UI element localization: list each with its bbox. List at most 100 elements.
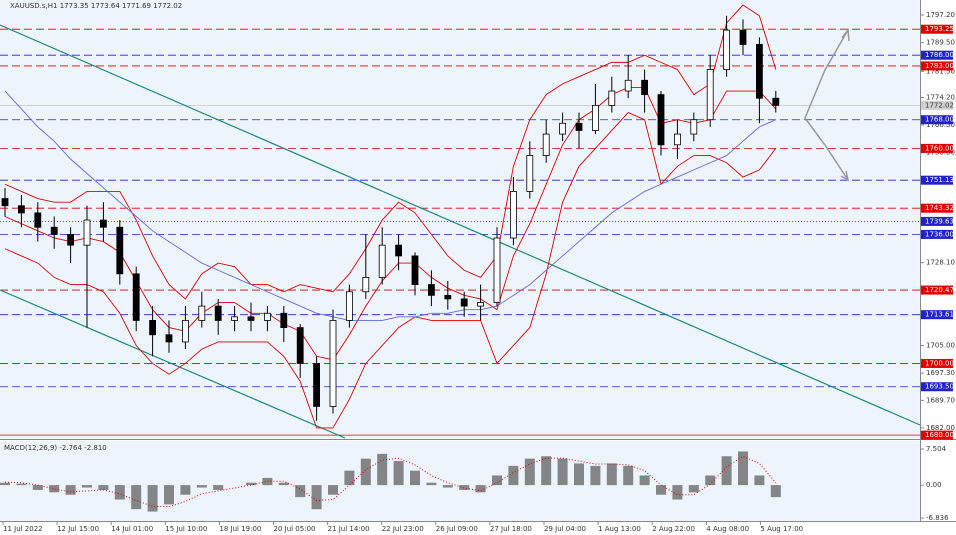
macd-bar [131, 485, 142, 510]
price-label-box [921, 100, 953, 110]
macd-bar [180, 485, 191, 495]
macd-bar [606, 463, 617, 486]
macd-bar [98, 485, 109, 490]
y-tick-label: 1789.50 [926, 39, 955, 47]
candle-body [427, 284, 435, 296]
y-tick-label: 1766.50 [926, 121, 955, 129]
candle-body [50, 226, 58, 235]
level-label-box [921, 175, 953, 185]
macd-bar [393, 461, 404, 486]
y-tick-label: 1728.10 [926, 259, 955, 267]
candle-body [329, 320, 337, 407]
candle-body [739, 29, 747, 45]
candle-body [509, 191, 517, 239]
level-label-box [921, 115, 953, 125]
macd-bar [639, 475, 650, 486]
macd-bar [492, 475, 502, 486]
x-tick-label: 1 Aug 13:00 [598, 525, 641, 533]
candle-body [296, 327, 304, 364]
x-tick-label: 29 Jul 04:00 [544, 525, 586, 533]
arrow-head [840, 170, 850, 182]
macd-bar [590, 465, 601, 486]
macd-bar [49, 485, 60, 493]
macd-bar [426, 482, 437, 486]
level-label: 1720.47 [925, 286, 954, 294]
macd-bar [65, 485, 76, 495]
macd-bar [328, 485, 338, 495]
candle-body [493, 237, 501, 303]
x-tick-label: 22 Jul 23:00 [382, 525, 424, 533]
price-pane [0, 0, 920, 438]
trend-line [0, 24, 921, 426]
candle-body [378, 244, 386, 278]
candle-body [674, 133, 681, 146]
candle-body [624, 79, 632, 92]
x-tick-label: 5 Aug 17:00 [760, 525, 803, 533]
x-tick-label: 14 Jul 01:00 [111, 525, 153, 533]
macd-bar [262, 477, 273, 486]
y-tick-label: 1781.50 [926, 67, 955, 75]
x-tick-label: 18 Jul 19:00 [219, 525, 261, 533]
candle-body [756, 44, 763, 99]
macd-bar [0, 482, 10, 486]
macd-bar [656, 485, 666, 495]
macd-bar [278, 482, 289, 486]
candle-body [559, 122, 566, 135]
level-label-box [921, 229, 953, 239]
macd-bar [196, 485, 207, 488]
candle-body [592, 104, 599, 131]
level-label: 1786.00 [925, 51, 954, 59]
candle-body [542, 133, 550, 156]
macd-bar [754, 475, 765, 486]
macd-tick-label: -6.836 [926, 514, 949, 522]
macd-bar [705, 475, 716, 486]
candle-body [575, 122, 583, 131]
level-label-box [921, 285, 953, 295]
macd-bar [721, 456, 732, 486]
candle-body [641, 79, 648, 96]
y-tick-label: 1705.00 [926, 342, 955, 350]
candle-body [723, 29, 730, 70]
level-label-box [921, 382, 953, 392]
candle-body [165, 334, 173, 343]
x-tick-label: 12 Jul 15:00 [57, 525, 99, 533]
macd-bar [311, 485, 322, 510]
candle-body [1, 198, 9, 207]
macd-bar [442, 485, 453, 488]
candle-body [395, 244, 403, 257]
level-label-box [921, 203, 953, 213]
candle-body [67, 234, 74, 246]
macd-bar [377, 453, 388, 486]
macd-bar [410, 470, 420, 486]
y-tick-label: 1774.20 [926, 93, 955, 101]
candle-body [345, 291, 353, 321]
candle-body [214, 305, 222, 321]
level-label: 1693.50 [925, 383, 954, 391]
level-label: 1768.00 [925, 116, 954, 124]
macd-bar [114, 485, 125, 500]
x-tick-label: 4 Aug 08:00 [706, 525, 749, 533]
arrow-head [841, 27, 850, 42]
candle-body [460, 298, 468, 307]
level-label: 1743.32 [925, 204, 954, 212]
macd-tick-label: 0.00 [926, 481, 942, 489]
candle-body [362, 277, 370, 293]
level-label-box [921, 310, 953, 320]
candle-body [411, 255, 419, 285]
macd-bar [623, 465, 634, 486]
candle-body [17, 205, 25, 214]
macd-bar [738, 451, 748, 486]
macd-title: MACD(12,26,9) -2.764 -2.810 [4, 444, 107, 452]
level-label-box [921, 24, 953, 34]
x-tick-label: 20 Jul 05:00 [274, 525, 316, 533]
macd-bar [541, 456, 552, 486]
candle-body [263, 312, 271, 321]
indicator-line [4, 112, 777, 429]
macd-bar [344, 470, 355, 486]
candle-body [132, 273, 140, 321]
candle-body [657, 94, 665, 146]
level-label-box [921, 50, 953, 60]
x-tick-label: 15 Jul 10:00 [165, 525, 207, 533]
x-tick-label: 21 Jul 14:00 [328, 525, 370, 533]
